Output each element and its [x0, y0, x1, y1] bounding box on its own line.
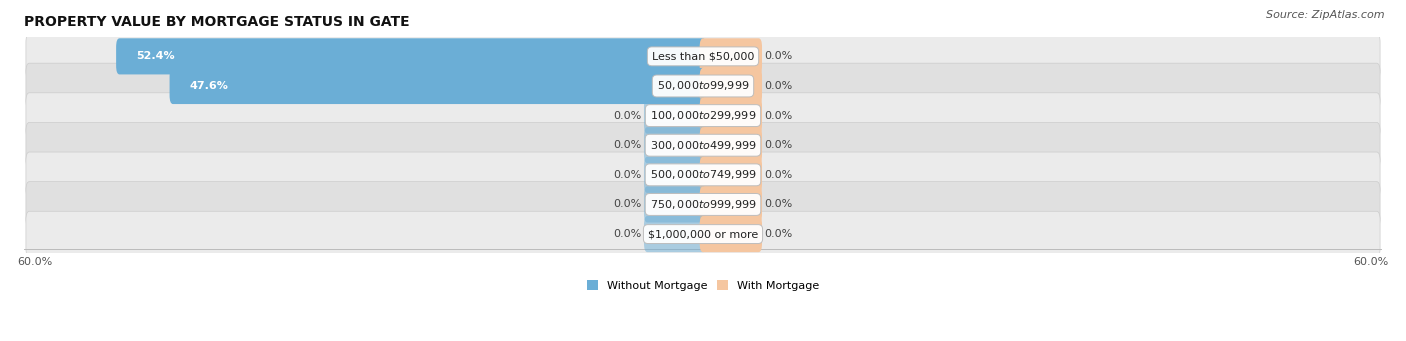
Text: $300,000 to $499,999: $300,000 to $499,999 [650, 139, 756, 152]
Text: 0.0%: 0.0% [613, 199, 641, 209]
FancyBboxPatch shape [644, 216, 706, 252]
FancyBboxPatch shape [644, 187, 706, 223]
FancyBboxPatch shape [700, 187, 762, 223]
FancyBboxPatch shape [700, 68, 762, 104]
FancyBboxPatch shape [25, 33, 1381, 79]
FancyBboxPatch shape [644, 157, 706, 193]
Text: 0.0%: 0.0% [765, 229, 793, 239]
Text: 0.0%: 0.0% [765, 170, 793, 180]
Text: PROPERTY VALUE BY MORTGAGE STATUS IN GATE: PROPERTY VALUE BY MORTGAGE STATUS IN GAT… [24, 15, 409, 29]
FancyBboxPatch shape [25, 211, 1381, 257]
FancyBboxPatch shape [25, 93, 1381, 138]
Text: 0.0%: 0.0% [613, 229, 641, 239]
FancyBboxPatch shape [644, 127, 706, 163]
Text: 0.0%: 0.0% [613, 170, 641, 180]
Text: 52.4%: 52.4% [136, 51, 174, 61]
FancyBboxPatch shape [700, 127, 762, 163]
FancyBboxPatch shape [644, 98, 706, 134]
FancyBboxPatch shape [25, 122, 1381, 168]
Text: 0.0%: 0.0% [613, 140, 641, 150]
Text: 0.0%: 0.0% [613, 110, 641, 121]
Text: Less than $50,000: Less than $50,000 [652, 51, 754, 61]
Text: $750,000 to $999,999: $750,000 to $999,999 [650, 198, 756, 211]
FancyBboxPatch shape [117, 38, 706, 74]
FancyBboxPatch shape [700, 216, 762, 252]
Text: Source: ZipAtlas.com: Source: ZipAtlas.com [1267, 10, 1385, 20]
Text: $100,000 to $299,999: $100,000 to $299,999 [650, 109, 756, 122]
Legend: Without Mortgage, With Mortgage: Without Mortgage, With Mortgage [582, 276, 824, 295]
Text: 0.0%: 0.0% [765, 140, 793, 150]
Text: 0.0%: 0.0% [765, 199, 793, 209]
FancyBboxPatch shape [700, 38, 762, 74]
Text: 0.0%: 0.0% [765, 81, 793, 91]
FancyBboxPatch shape [25, 63, 1381, 109]
Text: $1,000,000 or more: $1,000,000 or more [648, 229, 758, 239]
FancyBboxPatch shape [700, 98, 762, 134]
FancyBboxPatch shape [170, 68, 706, 104]
FancyBboxPatch shape [25, 152, 1381, 198]
FancyBboxPatch shape [700, 157, 762, 193]
Text: 0.0%: 0.0% [765, 110, 793, 121]
Text: 47.6%: 47.6% [190, 81, 229, 91]
Text: $500,000 to $749,999: $500,000 to $749,999 [650, 168, 756, 181]
FancyBboxPatch shape [25, 182, 1381, 227]
Text: $50,000 to $99,999: $50,000 to $99,999 [657, 79, 749, 92]
Text: 0.0%: 0.0% [765, 51, 793, 61]
